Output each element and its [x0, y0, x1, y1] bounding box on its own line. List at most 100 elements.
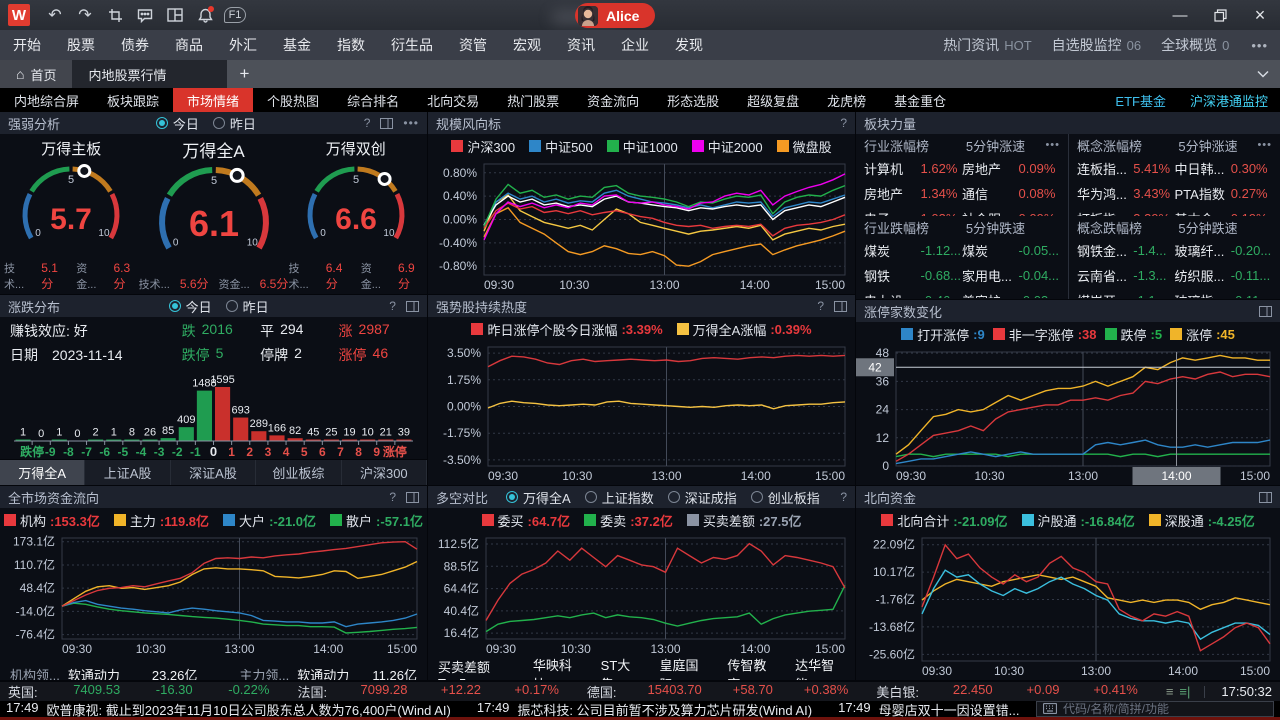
- menu-item[interactable]: 股票: [67, 37, 95, 53]
- tab-home[interactable]: ⌂ 首页: [0, 60, 73, 88]
- list-view-icon[interactable]: ≡: [1165, 684, 1174, 699]
- menu-item[interactable]: 外汇: [229, 37, 257, 53]
- top5-stock[interactable]: ST大集: [600, 658, 631, 680]
- index-quote-德国:[interactable]: 德国: 15403.70 +58.70 +0.38%: [587, 682, 876, 701]
- menu-right-item[interactable]: 全球概览 0: [1151, 30, 1239, 60]
- menu-right-item[interactable]: 热门资讯 HOT: [933, 30, 1041, 60]
- layout-icon[interactable]: [834, 300, 847, 312]
- search-input[interactable]: [1063, 702, 1267, 716]
- help-icon[interactable]: ?: [389, 299, 396, 313]
- menu-item[interactable]: 开始: [13, 37, 41, 53]
- notifications-bell-icon[interactable]: [190, 3, 220, 27]
- scale-index-chart[interactable]: 0.80% 0.40% 0.00% -0.40% -0.80% 09:30 10:30 13:…: [428, 158, 855, 294]
- chevron-down-icon[interactable]: [1246, 60, 1280, 88]
- subnav-link-ETF基金[interactable]: ETF基金: [1115, 93, 1166, 109]
- layout-icon[interactable]: [1259, 305, 1272, 317]
- help-icon[interactable]: ?: [840, 116, 847, 130]
- index-tab-沪深300[interactable]: 沪深300: [341, 460, 428, 485]
- layout-icon[interactable]: [406, 491, 419, 503]
- news-item[interactable]: 17:49 振芯科技: 公司目前暂不涉及算力芯片研发(Wind AI): [477, 700, 812, 719]
- layout-icon[interactable]: [1259, 491, 1272, 503]
- f1-help-icon[interactable]: F1: [220, 3, 250, 27]
- menu-item[interactable]: 商品: [175, 37, 203, 53]
- restore-button[interactable]: [1200, 0, 1240, 30]
- menu-item[interactable]: 衍生品: [391, 37, 433, 53]
- leader-name[interactable]: 软通动力: [67, 667, 120, 681]
- board-row[interactable]: 打板指...3.39%基本金...0.19%: [1069, 206, 1280, 216]
- radio-上证指数[interactable]: 上证指数: [584, 488, 654, 507]
- subnav-item-热门股票[interactable]: 热门股票: [507, 93, 560, 109]
- index-tab-上证A股[interactable]: 上证A股: [85, 460, 171, 485]
- radio-创业板指[interactable]: 创业板指: [750, 488, 820, 507]
- screenshot-crop-icon[interactable]: [100, 3, 130, 27]
- layout-panels-icon[interactable]: [160, 3, 190, 27]
- index-tab-万得全A[interactable]: 万得全A: [0, 460, 86, 485]
- board-row[interactable]: 房地产 1.34% 通信 0.08%: [856, 181, 1068, 206]
- subnav-item-综合排名[interactable]: 综合排名: [347, 93, 400, 109]
- northbound-chart[interactable]: 22.09亿 10.17亿 -1.76亿 -13.68亿 -25.60亿 09:30 10:…: [856, 532, 1280, 680]
- distribution-histogram[interactable]: 1 0 1 0 2 1 8 26 85 409 1488 1595 693 289 166 82 45 25 19 1…: [0, 369, 427, 459]
- board-row[interactable]: 煤炭 -1.12... 煤炭 -0.05...: [856, 238, 1068, 263]
- more-icon[interactable]: •••: [1257, 139, 1272, 151]
- subnav-item-资金流向[interactable]: 资金流向: [587, 93, 640, 109]
- minimize-button[interactable]: —: [1172, 6, 1188, 24]
- menu-item[interactable]: 基金: [283, 37, 311, 53]
- menu-item[interactable]: 发现: [675, 37, 703, 53]
- radio-深证成指[interactable]: 深证成指: [667, 488, 737, 507]
- leader-name[interactable]: 软通动力: [297, 667, 350, 681]
- subnav-item-超级复盘[interactable]: 超级复盘: [747, 93, 800, 109]
- subnav-item-形态选股[interactable]: 形态选股: [667, 93, 720, 109]
- index-quote-法国:[interactable]: 法国: 7099.28 +12.22 +0.17%: [297, 682, 586, 701]
- radio-昨日[interactable]: 昨日: [212, 114, 256, 133]
- help-icon[interactable]: ?: [840, 490, 847, 504]
- menu-item[interactable]: 资讯: [567, 37, 595, 53]
- limit-up-chart[interactable]: 48362412009:3010:3013:0014:0015:004214:0…: [856, 346, 1280, 485]
- menu-more-icon[interactable]: •••: [1251, 37, 1268, 53]
- help-icon[interactable]: ?: [363, 116, 371, 130]
- board-row[interactable]: 钢铁 -0.68... 家用电... -0.04...: [856, 263, 1068, 288]
- top5-stock[interactable]: 传智教育: [727, 658, 767, 680]
- subnav-item-个股热图[interactable]: 个股热图: [267, 93, 320, 109]
- top5-stock[interactable]: 达华智能: [795, 658, 835, 680]
- radio-万得全A[interactable]: 万得全A: [506, 488, 571, 507]
- money-flow-chart[interactable]: 173.1亿 110.7亿 48.4亿 -14.0亿 -76.4亿 09:30 10:30 1…: [0, 532, 427, 663]
- undo-icon[interactable]: ↶: [48, 7, 62, 24]
- board-row[interactable]: 连板指... 5.41% 中日韩... 0.30%: [1069, 156, 1280, 181]
- wind-logo[interactable]: W: [8, 4, 30, 26]
- command-search-box[interactable]: [1036, 701, 1274, 717]
- radio-今日[interactable]: 今日: [168, 297, 212, 316]
- alice-assistant-button[interactable]: Alice: [575, 3, 656, 28]
- help-icon[interactable]: ?: [389, 490, 396, 504]
- subnav-item-龙虎榜[interactable]: 龙虎榜: [827, 93, 867, 109]
- subnav-item-北向交易[interactable]: 北向交易: [427, 93, 480, 109]
- subnav-item-板块跟踪[interactable]: 板块跟踪: [107, 93, 160, 109]
- layout-icon[interactable]: [405, 300, 419, 312]
- index-tab-深证A股[interactable]: 深证A股: [170, 460, 257, 485]
- strong-stock-chart[interactable]: 3.50% 1.75% 0.00% -1.75% -3.50% 09:30 10:30 13:…: [428, 341, 855, 485]
- index-quote-英国:[interactable]: 英国: 7409.53 -16.30 -0.22%: [8, 682, 297, 701]
- board-row[interactable]: 电子1.03%社会服...0.09%: [856, 206, 1068, 216]
- top5-stock[interactable]: 华映科技: [532, 658, 572, 680]
- board-row[interactable]: 华为鸿... 3.43% PTA指数 0.27%: [1069, 181, 1280, 206]
- more-icon[interactable]: •••: [403, 116, 419, 130]
- subnav-item-内地综合屏[interactable]: 内地综合屏: [14, 93, 80, 109]
- top5-stock[interactable]: 皇庭国际: [659, 658, 699, 680]
- tab-mainland-stocks[interactable]: 内地股票行情: [72, 60, 228, 88]
- subnav-item-基金重仓[interactable]: 基金重仓: [894, 93, 947, 109]
- redo-icon[interactable]: ↷: [78, 7, 92, 24]
- news-item[interactable]: 17:49 欧普康视: 截止到2023年11月10日公司股东总人数为76,400户…: [6, 700, 451, 719]
- list-detail-icon[interactable]: ≡|: [1179, 684, 1191, 699]
- menu-right-item[interactable]: 自选股监控 06: [1042, 30, 1151, 60]
- close-button[interactable]: ×: [1254, 4, 1266, 25]
- new-tab-button[interactable]: +: [239, 64, 250, 83]
- subnav-link-沪深港通监控[interactable]: 沪深港通监控: [1189, 93, 1268, 109]
- chat-icon[interactable]: [130, 3, 160, 27]
- menu-item[interactable]: 债券: [121, 37, 149, 53]
- index-tab-创业板综[interactable]: 创业板综: [256, 460, 342, 485]
- board-row[interactable]: 云南省... -1.3... 纺织服... -0.11...: [1069, 263, 1280, 288]
- board-row[interactable]: 钢铁金... -1.4... 玻璃纤... -0.20...: [1069, 238, 1280, 263]
- index-quote-美白银:[interactable]: 美白银: 22.450 +0.09 +0.41%: [876, 682, 1165, 701]
- long-short-chart[interactable]: 112.5亿 88.5亿 64.4亿 40.4亿 16.4亿 09:30 10:30 13:0…: [428, 532, 855, 663]
- menu-item[interactable]: 宏观: [513, 37, 541, 53]
- layout-icon[interactable]: [380, 117, 394, 129]
